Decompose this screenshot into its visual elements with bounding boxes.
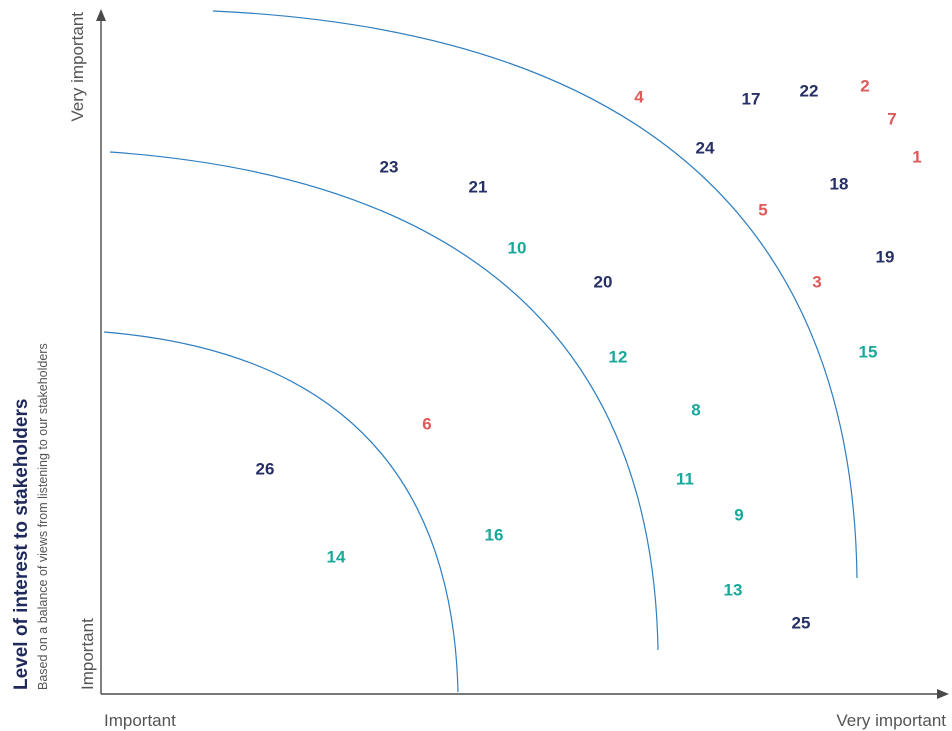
data-point-25: 25 bbox=[792, 614, 811, 633]
data-point-1: 1 bbox=[912, 148, 921, 167]
data-point-11: 11 bbox=[676, 470, 694, 489]
data-point-16: 16 bbox=[485, 526, 504, 545]
data-point-15: 15 bbox=[859, 343, 878, 362]
data-point-26: 26 bbox=[256, 460, 275, 479]
data-point-4: 4 bbox=[634, 88, 644, 107]
data-point-5: 5 bbox=[758, 201, 767, 220]
data-point-13: 13 bbox=[724, 581, 743, 600]
data-point-21: 21 bbox=[469, 178, 488, 197]
data-point-10: 10 bbox=[508, 239, 527, 258]
data-point-22: 22 bbox=[800, 82, 819, 101]
y-tick-label-high: Very important bbox=[68, 12, 87, 122]
data-point-2: 2 bbox=[860, 77, 869, 96]
data-point-8: 8 bbox=[691, 401, 700, 420]
data-point-6: 6 bbox=[422, 415, 431, 434]
data-point-20: 20 bbox=[594, 273, 613, 292]
x-axis-arrow-icon bbox=[937, 689, 949, 699]
data-point-12: 12 bbox=[609, 348, 628, 367]
data-point-23: 23 bbox=[380, 158, 399, 177]
data-point-14: 14 bbox=[327, 548, 346, 567]
data-point-9: 9 bbox=[734, 506, 743, 525]
y-axis-subtitle: Based on a balance of views from listeni… bbox=[36, 343, 50, 690]
data-point-3: 3 bbox=[812, 273, 821, 292]
outer-arc bbox=[212, 10, 858, 579]
y-tick-label-low: Important bbox=[78, 618, 97, 690]
data-point-24: 24 bbox=[696, 139, 715, 158]
y-axis-title: Level of interest to stakeholders bbox=[11, 399, 32, 690]
middle-arc bbox=[109, 151, 659, 651]
data-point-18: 18 bbox=[830, 175, 849, 194]
y-axis-arrow-icon bbox=[96, 9, 106, 21]
data-point-7: 7 bbox=[887, 110, 896, 129]
data-point-19: 19 bbox=[876, 248, 895, 267]
data-points: 1234567891011121314151617181920212223242… bbox=[256, 77, 922, 633]
x-tick-label-high: Very important bbox=[836, 711, 946, 730]
data-point-17: 17 bbox=[742, 90, 761, 109]
x-tick-label-low: Important bbox=[104, 711, 176, 730]
inner-arc bbox=[103, 331, 459, 693]
